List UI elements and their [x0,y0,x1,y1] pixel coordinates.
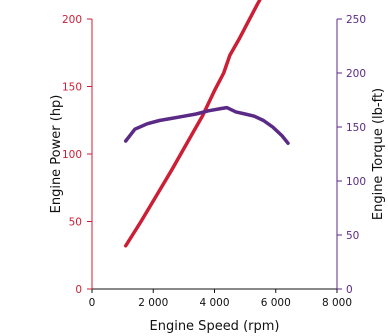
y-right-tick-label: 50 [346,230,359,242]
y-right-tick-label: 100 [346,176,366,188]
x-axis-title: Engine Speed (rpm) [150,319,280,334]
y-left-tick-label: 0 [75,284,82,296]
y-left-tick-label: 50 [69,217,82,229]
x-tick-label: 0 [89,297,96,309]
y-right-ticks: 0 50 100 150 200 250 [337,14,366,296]
y-left-tick-label: 150 [62,82,82,94]
y-right-tick-label: 200 [346,68,366,80]
y-right-axis-title: Engine Torque (lb-ft) [371,88,386,220]
torque-series-line [123,105,290,145]
y-right-tick-label: 150 [346,122,366,134]
series-layer [123,0,290,248]
y-left-ticks: 0 50 100 150 200 [62,14,92,296]
y-left-tick-label: 200 [62,14,82,26]
y-right-tick-label: 250 [346,14,366,26]
x-tick-label: 6 000 [261,297,291,309]
y-right-tick-label: 0 [346,284,353,296]
x-tick-label: 8 000 [322,297,352,309]
x-tick-label: 2 000 [138,297,168,309]
x-ticks: 0 2 000 4 000 6 000 8 000 [89,289,352,309]
y-left-tick-label: 100 [62,149,82,161]
power-series-line [123,0,262,248]
x-tick-label: 4 000 [199,297,229,309]
y-left-axis-title: Engine Power (hp) [49,95,64,214]
